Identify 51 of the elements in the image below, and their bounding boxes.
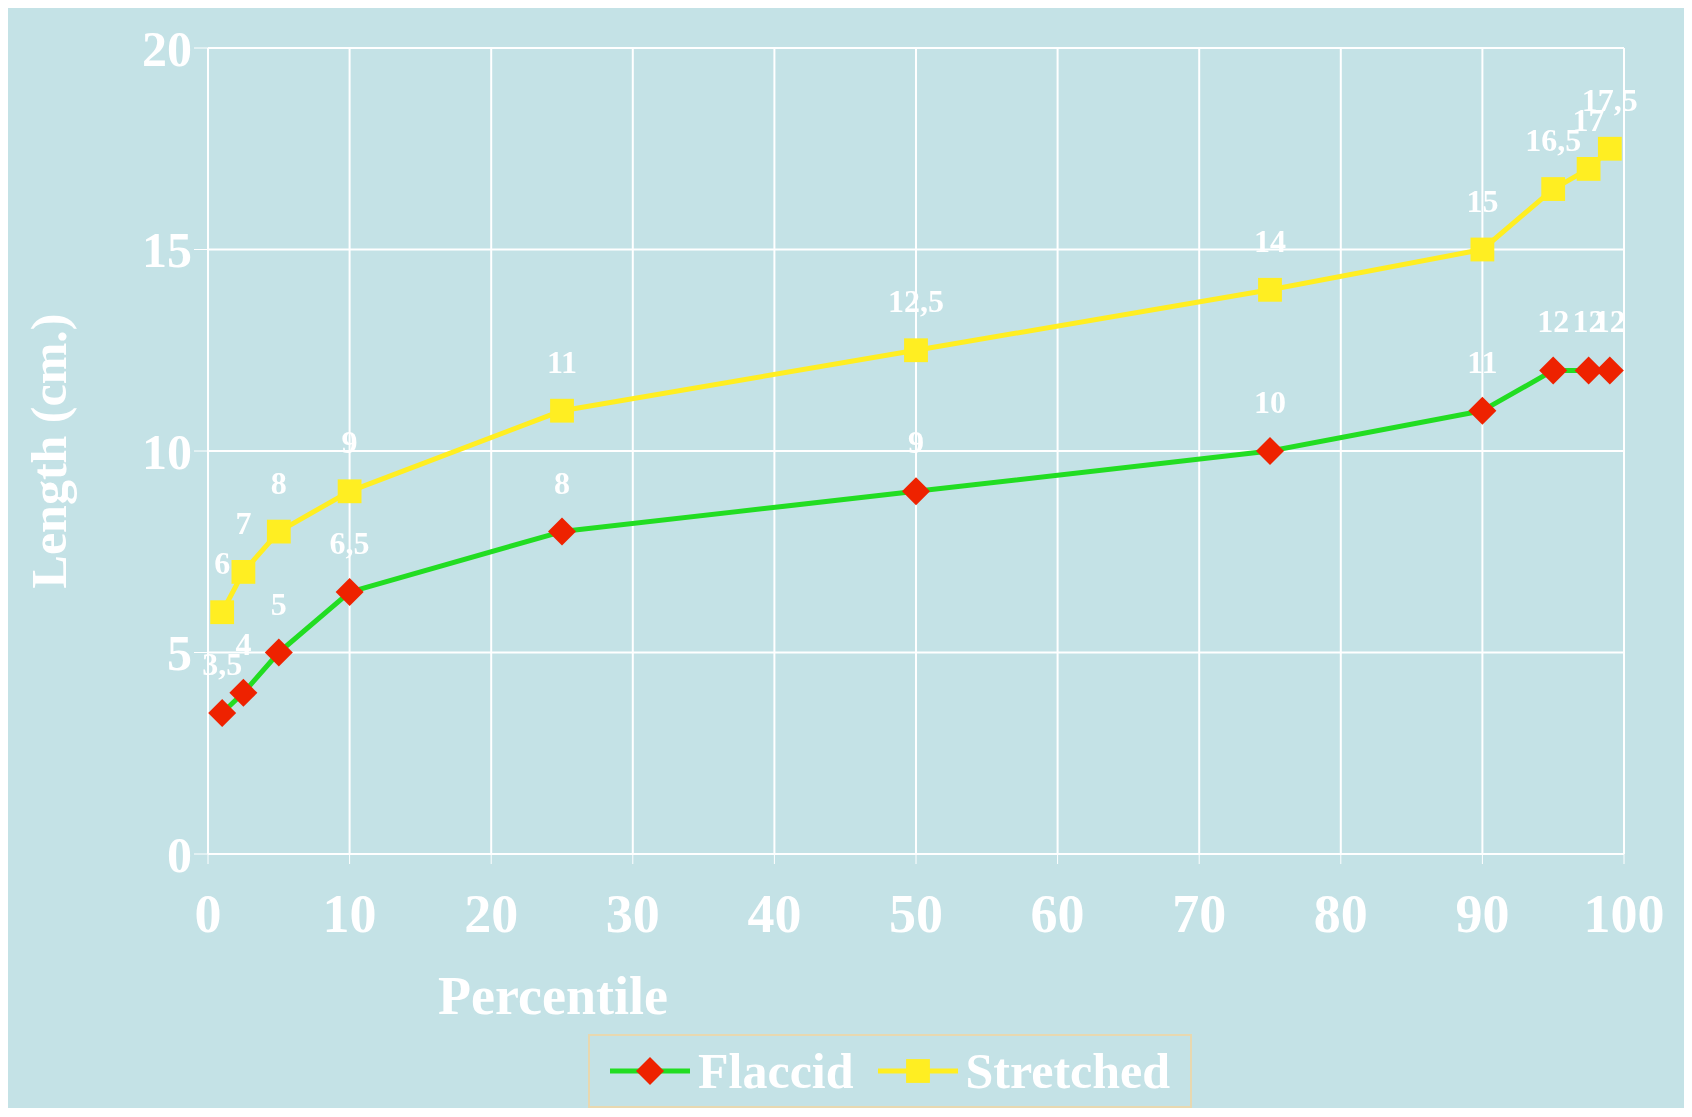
point xyxy=(902,477,930,506)
data-label: 12 xyxy=(1537,303,1570,340)
x-tick-label: 90 xyxy=(1455,884,1510,945)
data-label: 8 xyxy=(554,464,570,501)
data-label: 10 xyxy=(1254,384,1286,420)
point xyxy=(1597,136,1622,161)
x-tick-label: 20 xyxy=(464,884,519,945)
x-axis-title: Percentile xyxy=(438,966,668,1026)
legend-label: Flaccid xyxy=(698,1042,854,1100)
y-axis-title: Length (cm.) xyxy=(20,313,77,589)
point xyxy=(548,517,576,546)
y-tick-label: 15 xyxy=(142,222,192,279)
point xyxy=(1258,277,1282,302)
x-tick-label: 70 xyxy=(1172,884,1227,945)
point xyxy=(210,600,235,625)
data-label: 5 xyxy=(270,585,287,622)
x-tick-label: 40 xyxy=(747,884,802,945)
point xyxy=(904,338,928,363)
point xyxy=(264,638,293,667)
data-label: 8 xyxy=(270,464,287,501)
y-tick-label: 5 xyxy=(167,625,192,682)
x-tick-label: 60 xyxy=(1030,884,1085,945)
data-label: 6,5 xyxy=(329,525,370,562)
data-label: 6 xyxy=(214,545,231,582)
x-tick-label: 50 xyxy=(889,884,943,945)
point xyxy=(1468,396,1497,425)
x-tick-label: 30 xyxy=(605,884,660,945)
y-tick-label: 0 xyxy=(167,826,192,883)
y-tick-label: 10 xyxy=(142,423,192,480)
legend-label: Stretched xyxy=(965,1042,1171,1100)
data-label: 11 xyxy=(1467,343,1498,380)
data-label: 11 xyxy=(546,343,578,380)
point xyxy=(335,578,364,607)
point xyxy=(1576,157,1601,181)
point xyxy=(229,678,258,707)
point xyxy=(208,698,237,727)
point xyxy=(550,398,574,423)
data-label: 7 xyxy=(235,504,252,541)
point xyxy=(1256,437,1284,465)
data-label: 15 xyxy=(1466,182,1499,219)
point xyxy=(1470,237,1495,262)
point xyxy=(266,519,291,544)
x-tick-label: 100 xyxy=(1583,884,1665,945)
point xyxy=(1541,177,1566,201)
y-tick-label: 20 xyxy=(142,20,192,77)
point xyxy=(337,479,362,504)
x-tick-label: 80 xyxy=(1313,884,1368,945)
data-label: 14 xyxy=(1254,222,1286,259)
point xyxy=(1539,356,1568,385)
x-tick-label: 10 xyxy=(322,884,377,945)
point xyxy=(231,560,256,584)
